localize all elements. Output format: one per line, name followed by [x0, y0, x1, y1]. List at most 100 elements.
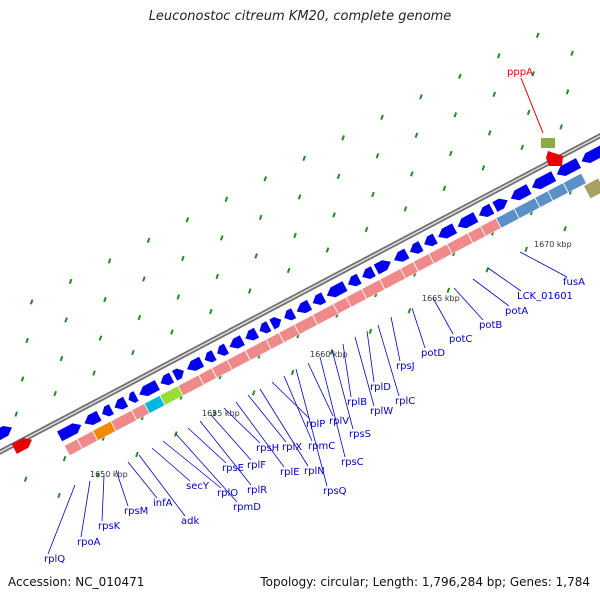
cds-box	[534, 190, 553, 208]
gene-leader	[80, 480, 91, 538]
tick-mark	[286, 267, 291, 274]
gene-arrow	[312, 292, 327, 306]
gene-label: rplV	[329, 416, 349, 427]
cds-box-shape	[413, 253, 434, 272]
gene-leader	[377, 324, 400, 397]
pppA-arrow	[546, 151, 563, 166]
tick-mark	[325, 247, 330, 253]
gene-leader	[162, 440, 222, 489]
tick-mark	[137, 314, 142, 321]
olive-box	[584, 178, 600, 199]
kbp-label: 1650 kbp	[90, 470, 128, 479]
cds-box-shape	[361, 279, 385, 300]
gene-leader	[115, 469, 129, 507]
gene-arrow	[373, 260, 391, 275]
gene-label: rplN	[304, 466, 325, 477]
pppA-label: pppA	[507, 67, 533, 78]
accession-text: Accession: NC_010471	[8, 575, 145, 589]
tick-mark	[181, 255, 185, 262]
tick-mark	[380, 114, 384, 120]
cds-box-shape	[428, 244, 453, 264]
gene-arrow	[57, 423, 82, 442]
tick-mark	[176, 294, 181, 300]
gene-leader	[247, 394, 287, 443]
gene-arrow	[362, 266, 376, 279]
tick-mark	[251, 390, 256, 396]
gene-leader	[235, 401, 285, 468]
gene-arrow-shape	[269, 317, 282, 330]
gene-arrow-shape	[492, 198, 508, 212]
tick-mark	[96, 472, 100, 478]
gene-arrow-shape	[139, 380, 160, 397]
gene-label: rplC	[395, 396, 415, 407]
tick-mark	[448, 150, 453, 157]
cds-box	[64, 438, 83, 456]
cds-box	[379, 268, 406, 290]
cds-box	[131, 403, 150, 421]
gene-arrow-shape	[362, 266, 376, 279]
cds-box	[177, 374, 204, 396]
gene-arrow-shape	[160, 372, 175, 386]
cds-box	[77, 430, 98, 449]
cds-box-shape	[333, 297, 352, 314]
gene-arrow	[217, 343, 229, 356]
cds-box-shape	[110, 410, 137, 432]
gene-arrow	[556, 158, 582, 177]
gene-leader	[342, 343, 352, 398]
gene-leader	[390, 316, 401, 362]
kbp-label: 1655 kbp	[202, 409, 240, 418]
gene-label: rplX	[282, 442, 302, 453]
tick-mark	[371, 191, 375, 198]
tick-mark	[559, 124, 563, 130]
gene-arrow-shape	[532, 171, 557, 190]
tick-mark	[481, 165, 486, 171]
gene-arrow-shape	[438, 223, 458, 239]
gene-label: rpsC	[341, 457, 364, 468]
gene-label: rpmD	[233, 502, 261, 513]
tick-mark	[219, 235, 224, 241]
kbp-layer: 1650 kbp 1655 kbp 1660 kbp 1665 kbp 1670 kbp	[90, 240, 572, 479]
tick-mark	[68, 278, 73, 285]
cds-box-shape	[379, 268, 406, 290]
gene-arrow	[84, 410, 102, 426]
gene-leader	[271, 381, 311, 420]
tick-mark	[254, 253, 258, 259]
cds-box-shape	[211, 359, 233, 379]
gene-arrow	[296, 299, 313, 314]
gene-arrow	[348, 273, 362, 287]
cds-box-shape	[446, 233, 473, 255]
tick-mark	[29, 299, 34, 305]
backbone-layer	[0, 132, 600, 455]
tick-mark	[258, 214, 263, 221]
gene-leader	[432, 297, 454, 335]
cds-box-shape	[547, 182, 569, 201]
tick-mark	[290, 369, 295, 376]
gene-label: potD	[421, 348, 445, 359]
gene-arrow-shape	[245, 327, 260, 341]
tick-mark	[496, 53, 501, 59]
gene-leader	[331, 349, 354, 430]
gene-arrow	[326, 281, 348, 298]
tick-mark	[23, 476, 28, 482]
gene-arrow-shape	[556, 158, 582, 177]
gene-arrow-shape	[312, 292, 327, 306]
gene-arrow	[139, 380, 160, 397]
tick-mark	[336, 173, 341, 180]
cds-box	[278, 324, 300, 343]
gene-arrow	[424, 233, 438, 247]
gene-arrow	[245, 327, 260, 341]
gene-arrow	[259, 321, 272, 334]
cds-box	[245, 339, 272, 361]
cds-box	[446, 233, 473, 255]
gene-arrow	[187, 356, 205, 371]
tick-mark	[174, 431, 178, 437]
gene-arrow	[492, 198, 508, 212]
gene-arrow	[229, 335, 245, 349]
tick-mark	[212, 410, 217, 417]
gene-label: rplD	[370, 382, 391, 393]
feature-layer: pppA	[0, 67, 600, 456]
gene-leader	[199, 420, 252, 486]
tick-mark	[375, 153, 380, 159]
gene-arrow-shape	[348, 273, 362, 287]
